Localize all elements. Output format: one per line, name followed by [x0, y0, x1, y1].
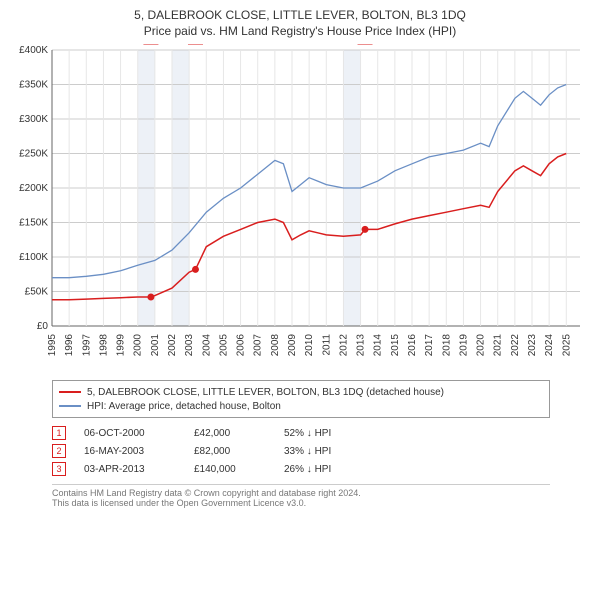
svg-text:2010: 2010	[304, 334, 315, 357]
sales-row: 3 03-APR-2013£140,00026% ↓ HPI	[52, 460, 550, 478]
sale-date: 06-OCT-2000	[84, 428, 194, 439]
svg-text:£50K: £50K	[25, 287, 49, 298]
svg-text:2014: 2014	[373, 334, 384, 357]
svg-text:£150K: £150K	[19, 218, 48, 229]
svg-text:2002: 2002	[167, 334, 178, 357]
footnote-line-2: This data is licensed under the Open Gov…	[52, 498, 550, 508]
footnote: Contains HM Land Registry data © Crown c…	[52, 484, 550, 508]
svg-text:2022: 2022	[510, 334, 521, 357]
sale-price: £82,000	[194, 446, 284, 457]
svg-text:2004: 2004	[201, 334, 212, 357]
svg-text:2016: 2016	[407, 334, 418, 357]
svg-text:1996: 1996	[64, 334, 75, 357]
svg-text:2000: 2000	[133, 334, 144, 357]
svg-text:2012: 2012	[338, 334, 349, 357]
svg-text:2013: 2013	[356, 334, 367, 357]
svg-text:2001: 2001	[150, 334, 161, 357]
svg-text:£0: £0	[37, 321, 49, 332]
sale-date: 16-MAY-2003	[84, 446, 194, 457]
sale-marker-box: 1	[52, 426, 66, 440]
svg-text:2006: 2006	[236, 334, 247, 357]
sales-row: 1 06-OCT-2000£42,00052% ↓ HPI	[52, 424, 550, 442]
svg-text:2008: 2008	[270, 334, 281, 357]
legend-label: HPI: Average price, detached house, Bolt…	[87, 401, 281, 412]
svg-text:1995: 1995	[47, 334, 58, 357]
svg-text:2007: 2007	[253, 334, 264, 357]
svg-text:1999: 1999	[116, 334, 127, 357]
legend: 5, DALEBROOK CLOSE, LITTLE LEVER, BOLTON…	[52, 380, 550, 418]
chart-container: £0 £50K £100K £150K £200K £250K £300K £350K £400…	[10, 44, 590, 374]
svg-text:£200K: £200K	[19, 183, 48, 194]
svg-text:£300K: £300K	[19, 114, 48, 125]
svg-text:£350K: £350K	[19, 80, 48, 91]
sale-date: 03-APR-2013	[84, 464, 194, 475]
sales-row: 2 16-MAY-2003£82,00033% ↓ HPI	[52, 442, 550, 460]
svg-text:2025: 2025	[561, 334, 572, 357]
legend-item: 5, DALEBROOK CLOSE, LITTLE LEVER, BOLTON…	[59, 385, 543, 399]
svg-text:2015: 2015	[390, 334, 401, 357]
footnote-line-1: Contains HM Land Registry data © Crown c…	[52, 488, 550, 498]
sale-price: £42,000	[194, 428, 284, 439]
svg-text:2003: 2003	[184, 334, 195, 357]
svg-text:2020: 2020	[476, 334, 487, 357]
price-chart: £0 £50K £100K £150K £200K £250K £300K £350K £400…	[10, 44, 590, 374]
svg-text:2021: 2021	[493, 334, 504, 357]
legend-label: 5, DALEBROOK CLOSE, LITTLE LEVER, BOLTON…	[87, 387, 444, 398]
sales-table: 1 06-OCT-2000£42,00052% ↓ HPI 2 16-MAY-2003…	[52, 424, 550, 478]
svg-text:£400K: £400K	[19, 45, 48, 56]
svg-text:£250K: £250K	[19, 149, 48, 160]
svg-text:2017: 2017	[424, 334, 435, 357]
svg-text:2018: 2018	[441, 334, 452, 357]
svg-text:£100K: £100K	[19, 252, 48, 263]
chart-title: 5, DALEBROOK CLOSE, LITTLE LEVER, BOLTON…	[10, 8, 590, 22]
sale-price: £140,000	[194, 464, 284, 475]
legend-swatch	[59, 391, 81, 393]
svg-text:1997: 1997	[81, 334, 92, 357]
sale-marker-box: 2	[52, 444, 66, 458]
svg-text:2005: 2005	[218, 334, 229, 357]
chart-subtitle: Price paid vs. HM Land Registry's House …	[10, 24, 590, 38]
legend-item: HPI: Average price, detached house, Bolt…	[59, 399, 543, 413]
legend-swatch	[59, 405, 81, 407]
sale-diff: 52% ↓ HPI	[284, 428, 374, 439]
sale-diff: 33% ↓ HPI	[284, 446, 374, 457]
sale-marker-box: 3	[52, 462, 66, 476]
svg-text:2009: 2009	[287, 334, 298, 357]
svg-text:2019: 2019	[458, 334, 469, 357]
svg-text:2011: 2011	[321, 334, 332, 356]
svg-text:1998: 1998	[98, 334, 109, 357]
svg-text:2024: 2024	[544, 334, 555, 357]
svg-text:2023: 2023	[527, 334, 538, 357]
sale-diff: 26% ↓ HPI	[284, 464, 374, 475]
